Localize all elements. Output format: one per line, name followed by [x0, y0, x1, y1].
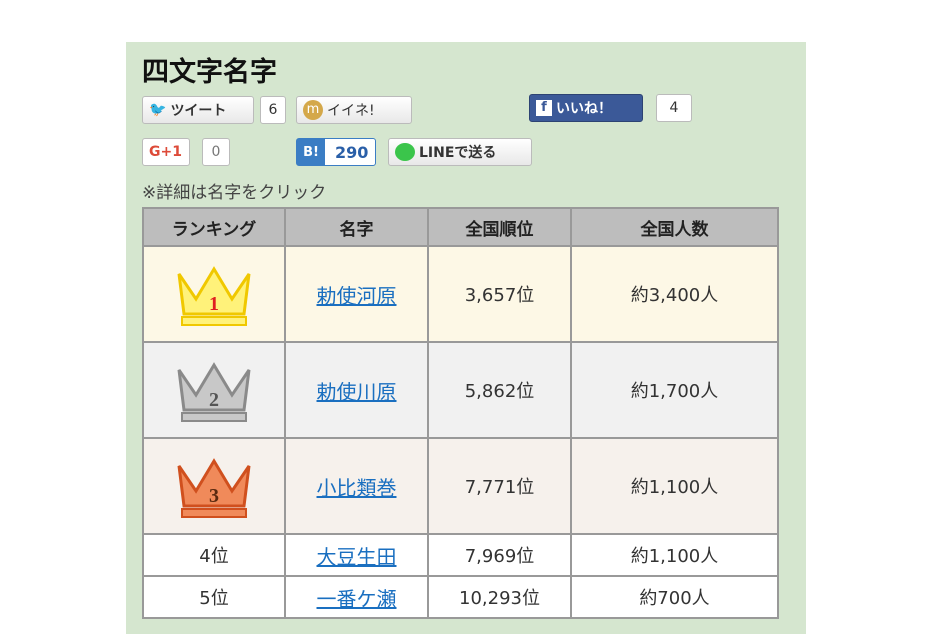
population-cell: 約700人 [570, 575, 779, 619]
rank-cell: 3 [142, 437, 286, 535]
table-row: 1 勅使河原 3,657位 約3,400人 [142, 245, 779, 343]
surname-link[interactable]: 勅使河原 [316, 283, 397, 308]
national-rank-cell: 7,771位 [427, 437, 572, 535]
tweet-count: 6 [260, 96, 286, 124]
mixi-icon: m [303, 100, 323, 120]
hatena-icon: B! [297, 139, 325, 165]
header-population: 全国人数 [570, 207, 779, 247]
table-row: 4位 大豆生田 7,969位 約1,100人 [142, 533, 779, 577]
surname-link[interactable]: 勅使川原 [316, 379, 397, 404]
content-panel: 四文字名字 🐦 ツイート 6 m イイネ! f いいね！ 4 G+1 0 B! 290 … [126, 42, 806, 634]
gold-crown-icon: 1 [177, 266, 251, 326]
facebook-icon: f [536, 100, 552, 116]
national-rank-cell: 3,657位 [427, 245, 572, 343]
svg-text:2: 2 [209, 389, 219, 411]
table-row: 3 小比類巻 7,771位 約1,100人 [142, 437, 779, 535]
header-ranking: ランキング [142, 207, 286, 247]
population-cell: 約1,100人 [570, 437, 779, 535]
rank-cell: 5位 [142, 575, 286, 619]
hatena-bookmark-button[interactable]: B! 290 [296, 138, 376, 166]
svg-text:3: 3 [209, 485, 219, 507]
surname-link[interactable]: 大豆生田 [316, 544, 397, 569]
svg-text:1: 1 [209, 293, 219, 315]
page-title: 四文字名字 [142, 57, 277, 88]
name-cell: 一番ケ瀬 [284, 575, 429, 619]
line-icon [395, 143, 415, 161]
mixi-like-button[interactable]: m イイネ! [296, 96, 412, 124]
facebook-count: 4 [656, 94, 692, 122]
table-header: ランキング 名字 全国順位 全国人数 [142, 207, 779, 247]
bronze-crown-icon: 3 [177, 458, 251, 518]
header-name: 名字 [284, 207, 429, 247]
national-rank-cell: 10,293位 [427, 575, 572, 619]
name-cell: 勅使川原 [284, 341, 429, 439]
facebook-like-button[interactable]: f いいね！ [529, 94, 643, 122]
ranking-table: ランキング 名字 全国順位 全国人数 1 勅使河原 3,657位 約3,400人… [142, 207, 779, 619]
rank-cell: 2 [142, 341, 286, 439]
national-rank-cell: 7,969位 [427, 533, 572, 577]
twitter-icon: 🐦 [149, 102, 167, 118]
rank-cell: 4位 [142, 533, 286, 577]
table-row: 5位 一番ケ瀬 10,293位 約700人 [142, 575, 779, 619]
line-share-button[interactable]: LINEで送る [388, 138, 532, 166]
surname-link[interactable]: 小比類巻 [316, 475, 397, 500]
population-cell: 約3,400人 [570, 245, 779, 343]
name-cell: 大豆生田 [284, 533, 429, 577]
header-national-rank: 全国順位 [427, 207, 572, 247]
population-cell: 約1,100人 [570, 533, 779, 577]
national-rank-cell: 5,862位 [427, 341, 572, 439]
name-cell: 勅使河原 [284, 245, 429, 343]
gplus-button[interactable]: G+1 [142, 138, 190, 166]
surname-link[interactable]: 一番ケ瀬 [316, 586, 397, 611]
table-row: 2 勅使川原 5,862位 約1,700人 [142, 341, 779, 439]
rank-cell: 1 [142, 245, 286, 343]
silver-crown-icon: 2 [177, 362, 251, 422]
tweet-button[interactable]: 🐦 ツイート [142, 96, 254, 124]
population-cell: 約1,700人 [570, 341, 779, 439]
gplus-count: 0 [202, 138, 230, 166]
instruction-note: ※詳細は名字をクリック [142, 183, 327, 203]
name-cell: 小比類巻 [284, 437, 429, 535]
